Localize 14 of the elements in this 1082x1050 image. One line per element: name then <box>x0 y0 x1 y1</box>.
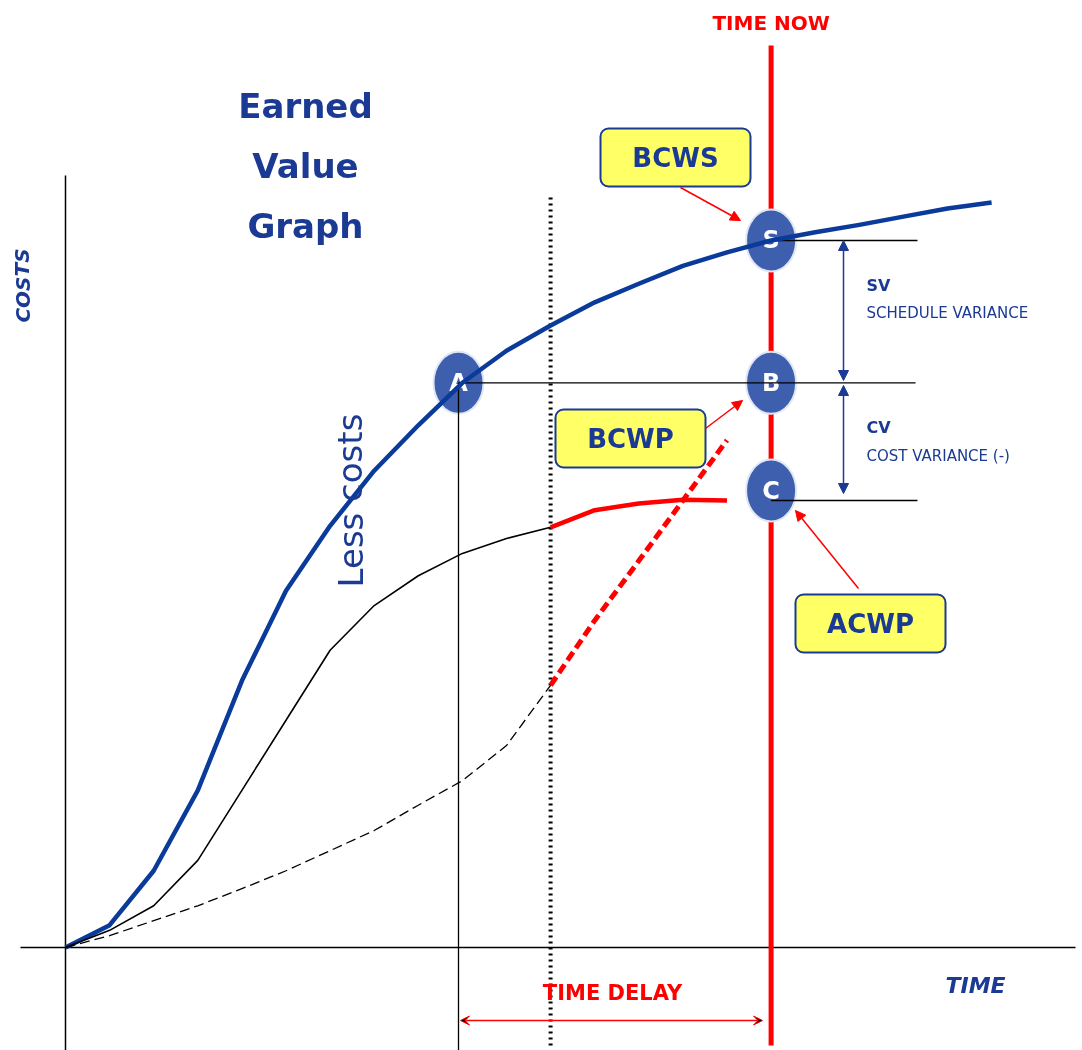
annotation: CV <box>866 418 892 437</box>
annotation: BCWP <box>587 423 674 454</box>
annotation: C <box>762 476 780 505</box>
annotation: COST VARIANCE (-) <box>866 446 1010 465</box>
text: BCWS <box>632 142 719 173</box>
text: TIME NOW <box>712 10 830 35</box>
chart-title: Earned Value Graph <box>238 85 373 246</box>
annotation: SV <box>866 276 892 295</box>
annotation: SCHEDULE VARIANCE <box>866 303 1029 322</box>
x-axis-title: TIME <box>945 973 1006 998</box>
annotation: ACWP <box>827 608 914 639</box>
annotation: Less costs <box>330 413 371 588</box>
text: TIME DELAY <box>542 980 683 1005</box>
y-axis-title: COSTS <box>10 248 35 323</box>
